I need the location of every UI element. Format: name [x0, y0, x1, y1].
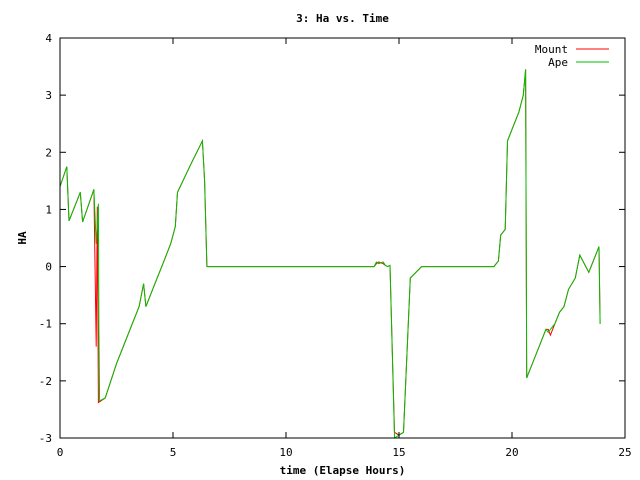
y-tick-label: -3: [39, 432, 52, 445]
y-tick-label: 1: [45, 203, 52, 216]
chart-title: 3: Ha vs. Time: [296, 12, 389, 25]
x-tick-label: 25: [618, 446, 631, 459]
y-tick-label: 4: [45, 32, 52, 45]
y-tick-label: 0: [45, 261, 52, 274]
x-tick-label: 15: [392, 446, 405, 459]
legend-label-ape: Ape: [548, 56, 568, 69]
x-tick-label: 0: [57, 446, 64, 459]
x-tick-label: 20: [505, 446, 518, 459]
y-tick-label: -2: [39, 375, 52, 388]
plot-area-frame: [59, 37, 626, 439]
y-tick-label: -1: [39, 318, 52, 331]
x-tick-label: 5: [170, 446, 177, 459]
series-line-mount: [59, 69, 601, 436]
y-tick-label: 2: [45, 146, 52, 159]
y-axis-label: HA: [16, 231, 29, 245]
legend-label-mount: Mount: [535, 43, 568, 56]
ticks-layer: 0 5 10 15 20 25 -3 -2 -1 0 1 2 3 4: [39, 32, 632, 459]
x-tick-label: 10: [279, 446, 292, 459]
series-layer: [59, 69, 601, 439]
x-axis-label: time (Elapse Hours): [280, 464, 406, 477]
y-tick-label: 3: [45, 89, 52, 102]
series-line-ape: [59, 69, 601, 439]
